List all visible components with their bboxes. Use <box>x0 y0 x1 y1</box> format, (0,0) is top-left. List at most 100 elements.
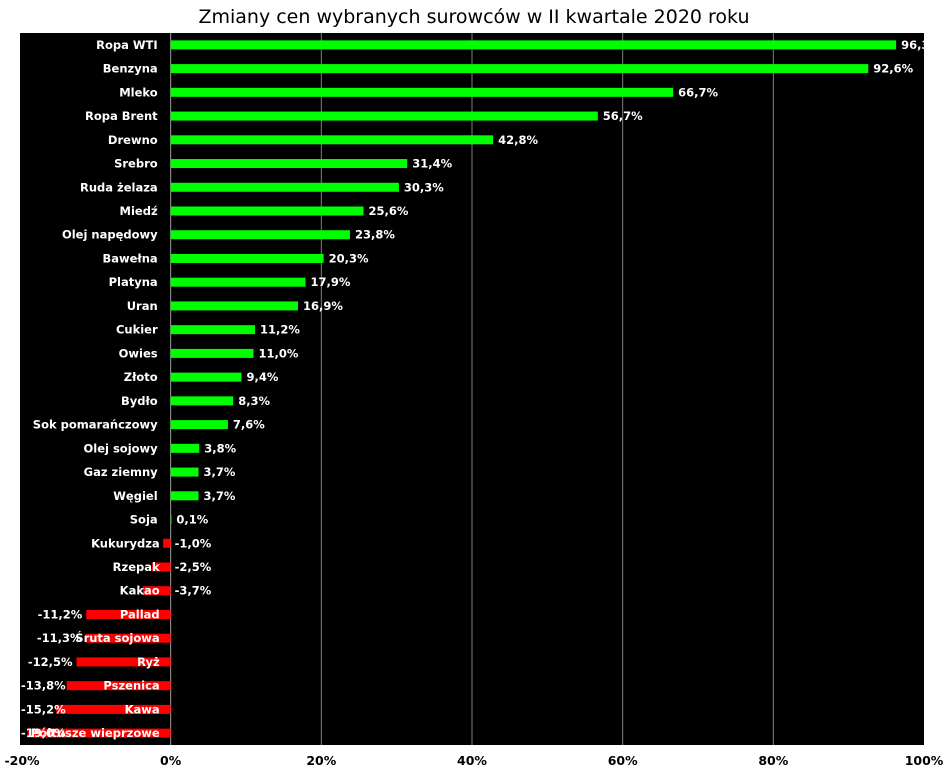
data-label: 30,3% <box>404 180 444 194</box>
bar <box>170 111 598 121</box>
data-label: 8,3% <box>238 394 270 408</box>
data-label: 9,4% <box>246 370 278 384</box>
bar <box>56 704 171 714</box>
category-label: Ropa Brent <box>85 109 158 123</box>
data-label: -1,0% <box>175 536 212 550</box>
category-label: Pszenica <box>103 679 159 693</box>
bars <box>27 40 897 738</box>
category-label: Mleko <box>119 85 158 99</box>
category-label: Bydło <box>121 394 158 408</box>
data-label: -13,8% <box>21 679 66 693</box>
bar <box>170 420 228 430</box>
data-label: -2,5% <box>175 560 212 574</box>
category-label: Sok pomarańczowy <box>33 418 158 432</box>
x-tick-label: 40% <box>457 753 487 768</box>
category-label: Ryż <box>137 655 160 669</box>
category-label: Owies <box>119 346 158 360</box>
category-label: Gaz ziemny <box>84 465 159 479</box>
category-label: Węgiel <box>113 489 157 503</box>
bar <box>170 348 254 358</box>
bar <box>151 562 171 572</box>
bar <box>170 135 494 145</box>
data-label: 31,4% <box>412 157 452 171</box>
data-label: 7,6% <box>233 418 265 432</box>
category-label: Półtusze wieprzowe <box>31 726 160 740</box>
data-label: 42,8% <box>498 133 538 147</box>
bar <box>170 467 199 477</box>
x-axis: -20% 0% 20% 40% 60% 80% 100% <box>4 753 943 768</box>
chart-title: Zmiany cen wybranych surowców w II kwart… <box>198 6 750 28</box>
data-label: 0,1% <box>176 513 208 527</box>
category-label: Olej sojowy <box>83 441 158 455</box>
category-label: Olej napędowy <box>62 228 158 242</box>
x-tick-label: 60% <box>608 753 638 768</box>
bar <box>170 325 256 335</box>
category-label: Cukier <box>116 323 158 337</box>
category-label: Złoto <box>124 370 158 384</box>
bar <box>76 657 171 667</box>
bar <box>170 206 364 216</box>
category-label: Drewno <box>108 133 158 147</box>
bar <box>85 633 171 643</box>
category-label: Kukurydza <box>91 536 160 550</box>
bar <box>170 372 242 382</box>
data-label: 56,7% <box>603 109 643 123</box>
bar <box>170 277 306 287</box>
category-label: Kawa <box>125 702 160 716</box>
bar <box>170 301 298 311</box>
category-label: Pallad <box>120 607 160 621</box>
data-label: 20,3% <box>329 251 369 265</box>
bar <box>170 40 897 50</box>
bar <box>170 491 199 501</box>
category-label: Benzyna <box>103 62 158 76</box>
data-label: -19,0% <box>21 726 66 740</box>
x-tick-label: 100% <box>905 753 944 768</box>
bar <box>170 64 869 74</box>
bar <box>170 230 350 240</box>
category-label: Platyna <box>109 275 158 289</box>
x-tick-label: 20% <box>306 753 336 768</box>
bar <box>170 87 674 97</box>
data-label: 3,7% <box>204 489 236 503</box>
data-label: 17,9% <box>311 275 351 289</box>
data-label: 11,2% <box>260 323 300 337</box>
x-tick-label: 80% <box>758 753 788 768</box>
category-label: Miedź <box>120 204 158 218</box>
bar <box>163 538 171 548</box>
data-label: 96,3 <box>901 38 929 52</box>
category-label: Kakao <box>120 584 160 598</box>
data-label: 66,7% <box>678 85 718 99</box>
bar <box>170 515 172 525</box>
category-label: Soja <box>130 513 158 527</box>
category-label: Śruta sojowa <box>75 630 159 645</box>
category-label: Uran <box>127 299 158 313</box>
category-label: Ropa WTI <box>96 38 158 52</box>
bar <box>86 609 171 619</box>
bar <box>66 681 171 691</box>
bar <box>170 253 324 263</box>
data-label: -11,3% <box>37 631 82 645</box>
data-label: -11,2% <box>38 607 83 621</box>
category-label: Rzepak <box>113 560 160 574</box>
bar <box>170 182 399 192</box>
bar <box>170 443 200 453</box>
gridlines <box>170 33 774 745</box>
data-label: 16,9% <box>303 299 343 313</box>
bar <box>27 728 171 738</box>
data-label: 3,8% <box>204 441 236 455</box>
bar <box>170 159 408 169</box>
category-label: Bawełna <box>102 251 157 265</box>
data-label: 11,0% <box>259 346 299 360</box>
data-label: 92,6% <box>873 62 913 76</box>
data-label: -15,2% <box>21 702 66 716</box>
x-tick-label: 0% <box>160 753 182 768</box>
x-tick-label: -20% <box>4 753 40 768</box>
data-label: -12,5% <box>28 655 73 669</box>
labels: Ropa WTI 96,3 Benzyna 92,6% Mleko 66,7% Ropa B… <box>21 38 930 740</box>
category-label: Srebro <box>114 157 158 171</box>
bar <box>170 396 234 406</box>
category-label: Ruda żelaza <box>80 180 158 194</box>
data-label: 3,7% <box>204 465 236 479</box>
data-label: 23,8% <box>355 228 395 242</box>
data-label: 25,6% <box>369 204 409 218</box>
